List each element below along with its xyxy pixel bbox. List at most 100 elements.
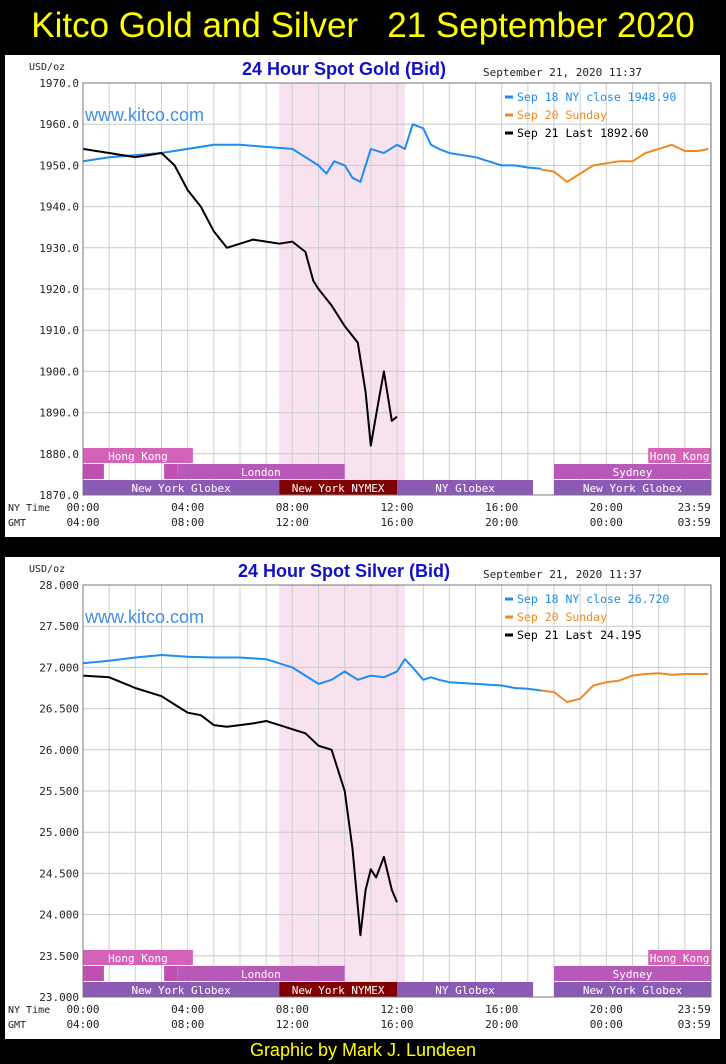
x-tick-label: 08:00 [171, 516, 204, 529]
x-axis-row-label: GMT [8, 518, 26, 529]
y-tick-label: 1910.0 [39, 324, 79, 337]
session-label: Hong Kong [108, 952, 168, 965]
session-label: New York Globex [131, 482, 231, 495]
session-bar [83, 448, 193, 463]
x-tick-label: 16:00 [380, 1018, 413, 1031]
x-tick-label: 08:00 [276, 501, 309, 514]
series-line [82, 674, 398, 937]
plot-frame [82, 82, 712, 496]
watermark: www.kitco.com [84, 607, 204, 627]
session-label: London [241, 968, 281, 981]
x-tick-label: 04:00 [66, 1018, 99, 1031]
x-tick-label: 04:00 [171, 501, 204, 514]
silver-chart-panel: www.kitco.com Hong Kong Hong Kong London Syd… [5, 557, 720, 1039]
x-tick-label: 00:00 [590, 516, 623, 529]
session-bar [164, 966, 178, 981]
session-bar [554, 480, 711, 495]
session-label: NY Globex [435, 482, 495, 495]
series-line [540, 143, 709, 183]
x-tick-label: 03:59 [678, 1018, 711, 1031]
chart-title: 24 Hour Spot Gold (Bid) [242, 59, 446, 79]
session-bar [279, 480, 397, 495]
y-tick-label: 1940.0 [39, 201, 79, 214]
y-tick-label: 25.500 [39, 785, 79, 798]
y-tick-label: 27.000 [39, 661, 79, 674]
session-label: NY Globex [435, 984, 495, 997]
y-tick-label: 24.000 [39, 909, 79, 922]
series-line [540, 672, 709, 703]
x-tick-label: 16:00 [485, 501, 518, 514]
y-tick-label: 1960.0 [39, 118, 79, 131]
session-bar [83, 464, 104, 479]
y-tick-label: 24.500 [39, 867, 79, 880]
y-tick-label: 23.000 [39, 991, 79, 1004]
y-tick-label: 1970.0 [39, 77, 79, 90]
legend-entry: Sep 20 Sunday [517, 610, 607, 624]
session-label: Sydney [613, 968, 653, 981]
silver-chart: www.kitco.com Hong Kong Hong Kong London Syd… [8, 561, 712, 1031]
y-axis-label: USD/oz [29, 564, 65, 575]
session-bar [554, 464, 711, 479]
session-bar [177, 464, 345, 479]
x-axis-row-label: NY Time [8, 1005, 50, 1016]
session-label: New York NYMEX [292, 984, 385, 997]
session-label: Hong Kong [650, 952, 710, 965]
watermark: www.kitco.com [84, 105, 204, 125]
x-tick-label: 08:00 [171, 1018, 204, 1031]
x-tick-label: 16:00 [380, 516, 413, 529]
x-tick-label: 12:00 [276, 1018, 309, 1031]
y-tick-label: 1870.0 [39, 489, 79, 502]
y-tick-label: 1930.0 [39, 242, 79, 255]
session-label: New York Globex [583, 482, 683, 495]
x-tick-label: 00:00 [66, 501, 99, 514]
chart-timestamp: September 21, 2020 11:37 [483, 568, 642, 581]
x-tick-label: 08:00 [276, 1003, 309, 1016]
x-tick-label: 12:00 [380, 501, 413, 514]
x-tick-label: 20:00 [590, 1003, 623, 1016]
y-axis-label: USD/oz [29, 62, 65, 73]
y-tick-label: 1880.0 [39, 448, 79, 461]
y-tick-label: 1890.0 [39, 407, 79, 420]
gold-chart-panel: www.kitco.com Hong Kong Hong Kong London Syd… [5, 55, 720, 537]
y-tick-label: 26.000 [39, 744, 79, 757]
x-tick-label: 23:59 [678, 1003, 711, 1016]
y-tick-label: 1920.0 [39, 283, 79, 296]
x-tick-label: 20:00 [590, 501, 623, 514]
legend-entry: Sep 20 Sunday [517, 108, 607, 122]
x-tick-label: 20:00 [485, 516, 518, 529]
x-tick-label: 04:00 [66, 516, 99, 529]
session-bar [83, 966, 104, 981]
session-bar [554, 982, 711, 997]
session-bar [177, 966, 345, 981]
chart-title: 24 Hour Spot Silver (Bid) [238, 561, 450, 581]
credit-line: Graphic by Mark J. Lundeen [249, 1040, 477, 1060]
x-tick-label: 16:00 [485, 1003, 518, 1016]
x-tick-label: 20:00 [485, 1018, 518, 1031]
y-tick-label: 28.000 [39, 579, 79, 592]
series-line [82, 147, 398, 447]
gold-chart: www.kitco.com Hong Kong Hong Kong London Syd… [8, 59, 712, 529]
session-bar [279, 982, 397, 997]
legend-entry: Sep 18 NY close 26.720 [517, 592, 669, 606]
y-tick-label: 23.500 [39, 950, 79, 963]
plot-frame [82, 584, 712, 998]
session-label: New York NYMEX [292, 482, 385, 495]
y-tick-label: 27.500 [39, 620, 79, 633]
y-tick-label: 1900.0 [39, 365, 79, 378]
y-tick-label: 25.000 [39, 826, 79, 839]
series-line [82, 123, 541, 183]
x-axis-row-label: NY Time [8, 503, 50, 514]
x-tick-label: 12:00 [380, 1003, 413, 1016]
x-tick-label: 00:00 [66, 1003, 99, 1016]
x-tick-label: 23:59 [678, 501, 711, 514]
session-bar [83, 480, 280, 495]
y-tick-label: 26.500 [39, 703, 79, 716]
legend-entry: Sep 18 NY close 1948.90 [517, 90, 676, 104]
session-bar [397, 982, 534, 997]
session-label: Hong Kong [108, 450, 168, 463]
session-label: London [241, 466, 281, 479]
x-tick-label: 04:00 [171, 1003, 204, 1016]
session-label: Sydney [613, 466, 653, 479]
session-label: Hong Kong [650, 450, 710, 463]
chart-timestamp: September 21, 2020 11:37 [483, 66, 642, 79]
